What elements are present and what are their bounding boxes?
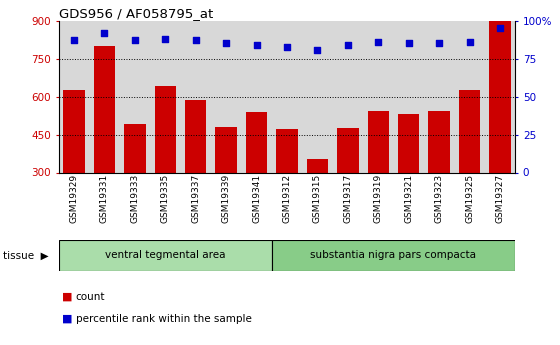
Bar [459,90,480,172]
Bar [454,21,485,172]
Bar [424,21,454,172]
Point [191,38,200,43]
Bar [124,125,146,172]
Bar [394,21,424,172]
Point [374,39,382,45]
Point [404,41,413,46]
Bar [485,21,515,172]
Text: count: count [76,292,105,302]
Point [465,39,474,45]
Bar [180,21,211,172]
Point [69,38,78,43]
Text: percentile rank within the sample: percentile rank within the sample [76,314,251,324]
Bar [211,21,241,172]
Bar [150,21,180,172]
Bar [59,240,272,271]
Bar [489,21,511,172]
Bar [363,21,394,172]
Bar [272,21,302,172]
Point [313,47,322,52]
Bar [246,112,267,172]
Point [282,44,291,49]
Text: ■: ■ [62,292,72,302]
Bar [120,21,150,172]
Point [343,42,352,48]
Bar [94,46,115,172]
Text: GDS956 / AF058795_at: GDS956 / AF058795_at [59,7,213,20]
Bar [155,87,176,172]
Bar [276,129,298,172]
Bar [216,127,237,172]
Text: substantia nigra pars compacta: substantia nigra pars compacta [310,250,477,260]
Point [252,42,261,48]
Bar [272,240,515,271]
Point [222,41,231,46]
Point [100,30,109,36]
Text: ventral tegmental area: ventral tegmental area [105,250,226,260]
Bar [241,21,272,172]
Bar [59,21,89,172]
Text: tissue  ▶: tissue ▶ [3,250,48,260]
Bar [185,100,207,172]
Bar [63,90,85,172]
Text: ■: ■ [62,314,72,324]
Bar [302,21,333,172]
Bar [307,159,328,172]
Bar [428,110,450,172]
Point [161,36,170,42]
Bar [367,110,389,172]
Bar [333,21,363,172]
Point [435,41,444,46]
Point [496,26,505,31]
Bar [89,21,120,172]
Bar [337,128,358,172]
Bar [398,114,419,172]
Point [130,38,139,43]
